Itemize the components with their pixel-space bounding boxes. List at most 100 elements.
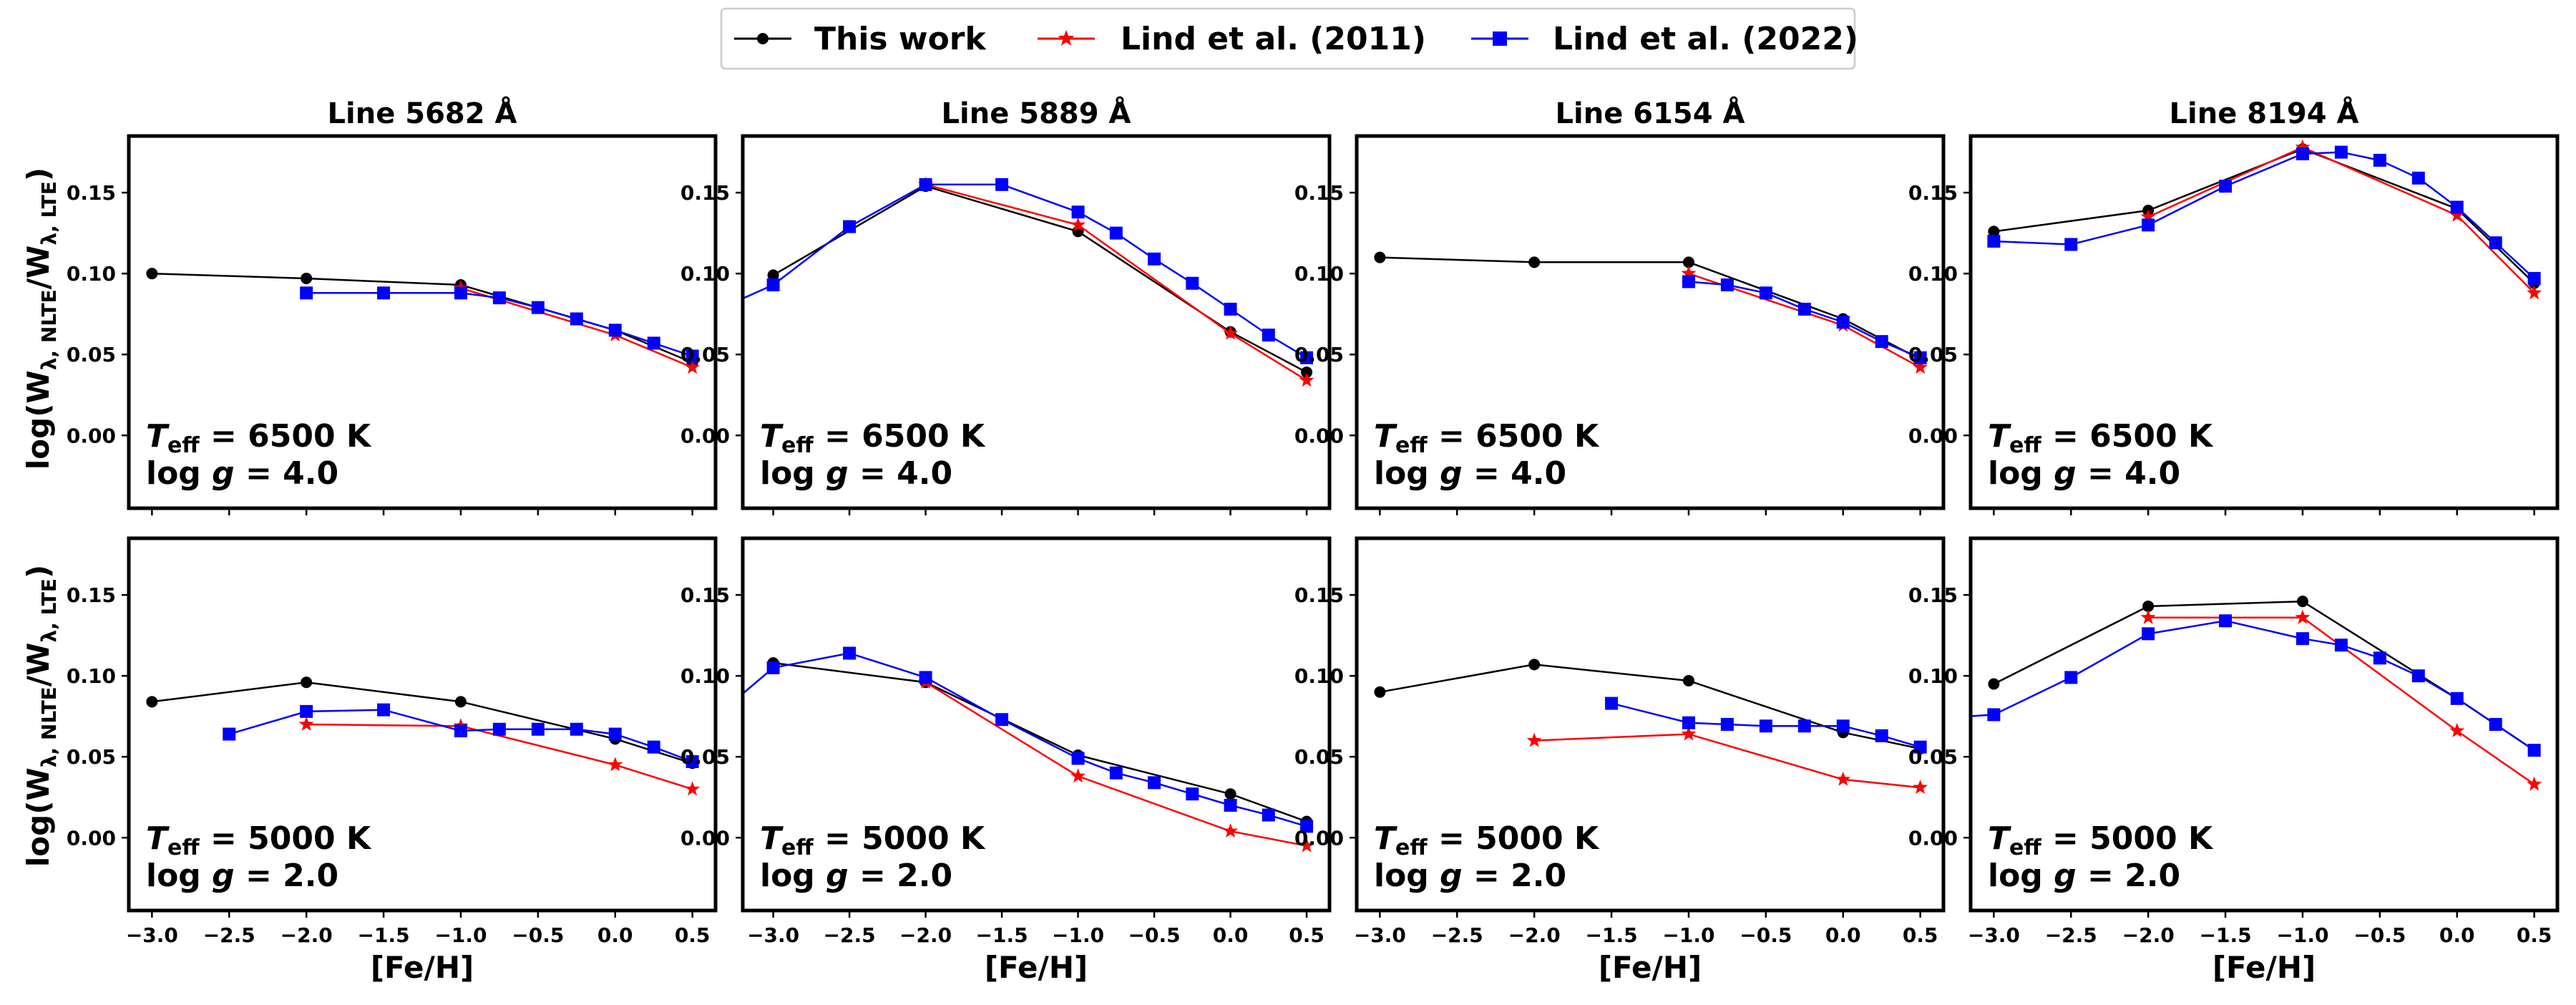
plot-area [743, 176, 1314, 387]
data-point [146, 268, 158, 280]
data-point [1988, 678, 2000, 690]
x-tick-label: −1.0 [434, 923, 487, 947]
teff-annotation: Teff = 6500 K [1374, 418, 1600, 458]
data-point [2450, 691, 2464, 705]
y-tick-label: 0.15 [1908, 181, 1958, 205]
data-point [1987, 708, 2001, 722]
data-point [2449, 207, 2465, 222]
y-tick-label: 0.10 [1294, 262, 1344, 286]
ylabel-text: log(W [21, 767, 56, 867]
data-point [1300, 351, 1314, 364]
data-point [1070, 217, 1085, 232]
y-tick-label: 0.05 [1294, 343, 1344, 366]
x-tick-label: −3.0 [747, 923, 799, 947]
data-point [1682, 674, 1694, 686]
data-point [608, 727, 622, 741]
plot-area [1374, 251, 1928, 374]
x-tick-label: −1.0 [1052, 923, 1104, 947]
x-tick-label: −0.5 [2353, 923, 2406, 947]
legend-entry-lind-2022: Lind et al. (2022) [1471, 21, 1858, 57]
data-point [1987, 234, 2001, 248]
data-point [1148, 252, 1161, 266]
data-point [1682, 256, 1694, 268]
legend-marker-circle [757, 33, 769, 44]
data-point [1910, 713, 1923, 726]
data-point [685, 781, 701, 796]
ylabel-text: ) [21, 565, 56, 578]
x-tick-label: 0.0 [1825, 923, 1861, 947]
panel-title: Line 5889 Å [942, 95, 1131, 130]
y-tick-label: 0.10 [1294, 664, 1344, 688]
y-tick-label: 0.15 [680, 583, 730, 607]
series-line [924, 681, 1307, 847]
data-point [1913, 351, 1927, 364]
y-tick-label: 0.05 [1908, 745, 1958, 769]
data-point [2411, 669, 2425, 683]
x-tick-label: −1.5 [976, 923, 1028, 947]
data-point [2489, 236, 2502, 250]
panel-frame [127, 536, 718, 913]
legend-label: Lind et al. (2011) [1121, 21, 1426, 57]
data-point [2527, 285, 2542, 300]
data-point [691, 726, 703, 739]
data-point [2373, 153, 2386, 167]
data-point [1148, 776, 1161, 790]
plot-area [691, 646, 1314, 853]
x-tick-label: −2.0 [899, 923, 952, 947]
data-point [1070, 768, 1085, 783]
series-line [925, 183, 1307, 382]
data-point [1224, 302, 1237, 316]
data-point [1224, 788, 1236, 800]
chart-panel: 0.00 0.05 0.10 0.15 −3.0 −2.5 −2.0 −1.5 −1.0 −0.5… [1908, 536, 2560, 947]
ylabel-sub: λ, NLTE [37, 686, 61, 767]
svg-text:log(Wλ, NLTE/Wλ, LTE): log(Wλ, NLTE/Wλ, LTE) [21, 565, 61, 867]
x-tick-label: −2.0 [1508, 923, 1561, 947]
plot-area [1374, 659, 1928, 795]
y-tick-label: 0.00 [1908, 826, 1958, 850]
data-point [2334, 145, 2348, 159]
plot-area [146, 676, 701, 796]
y-tick-label: 0.00 [1294, 826, 1344, 850]
y-tick-label: 0.05 [1908, 343, 1958, 366]
teff-annotation: Teff = 5000 K [146, 820, 372, 860]
y-tick-label: 0.05 [680, 343, 730, 366]
x-tick-label: −2.0 [2122, 923, 2175, 947]
x-tick-label: −0.5 [1128, 923, 1181, 947]
data-point [608, 757, 623, 772]
data-point [1186, 787, 1199, 801]
data-point [2373, 651, 2386, 665]
data-point [2296, 147, 2309, 160]
teff-annotation: Teff = 5000 K [1988, 820, 2214, 860]
logg-annotation: log g = 4.0 [1374, 455, 1566, 492]
data-point [1300, 820, 1314, 833]
y-tick-label: 0.10 [67, 262, 116, 286]
data-point [454, 696, 467, 708]
plot-area [146, 268, 701, 374]
series-line [152, 681, 693, 764]
x-tick-label: 0.0 [597, 923, 633, 947]
plot-area [1910, 596, 2542, 791]
data-point [1797, 719, 1811, 733]
data-point [377, 703, 391, 717]
data-point [1071, 752, 1085, 765]
data-point [570, 312, 583, 326]
y-tick-label: 0.15 [680, 181, 730, 205]
panel-frame [1968, 536, 2560, 913]
data-point [686, 349, 699, 363]
data-point [298, 717, 314, 731]
data-point [2296, 632, 2309, 646]
svg-text:log(Wλ, NLTE/Wλ, LTE): log(Wλ, NLTE/Wλ, LTE) [21, 168, 61, 470]
legend-box [720, 7, 1856, 70]
x-tick-label: 0.5 [2517, 923, 2552, 947]
y-tick-label: 0.10 [67, 664, 116, 688]
data-point [1186, 276, 1199, 290]
data-point [1109, 226, 1123, 240]
legend-marker-square [1493, 31, 1507, 46]
x-tick-label: −2.5 [1431, 923, 1483, 947]
data-point [531, 722, 545, 736]
data-point [1682, 275, 1695, 288]
y-tick-label: 0.00 [1908, 424, 1958, 447]
x-tick-label: 0.5 [1289, 923, 1324, 947]
data-point [1528, 659, 1541, 671]
